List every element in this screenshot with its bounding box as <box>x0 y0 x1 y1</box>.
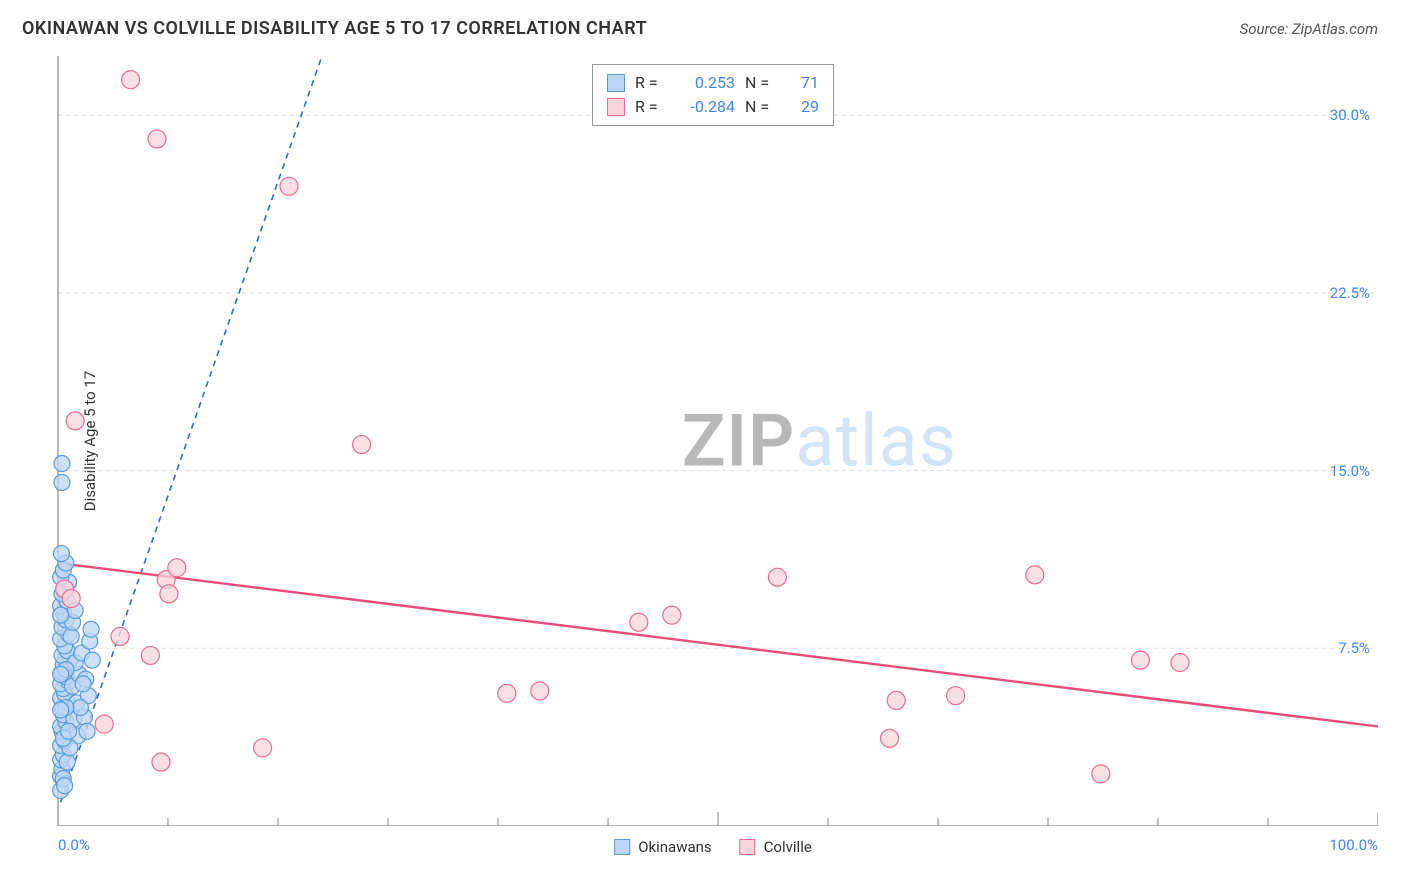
series-legend: Okinawans Colville <box>614 838 812 856</box>
legend-swatch <box>607 98 625 116</box>
scatter-plot <box>48 56 1378 826</box>
y-tick: 30.0% <box>1330 106 1370 124</box>
y-tick: 7.5% <box>1338 639 1370 657</box>
legend-n-value: 71 <box>785 71 819 95</box>
legend-label: Okinawans <box>638 838 711 856</box>
chart-source: Source: ZipAtlas.com <box>1240 20 1378 38</box>
x-tick: 100.0% <box>1329 836 1378 854</box>
y-tick: 15.0% <box>1330 462 1370 480</box>
correlation-legend: R = 0.253 N = 71 R = -0.284 N = 29 <box>592 64 834 126</box>
legend-n-label: N = <box>745 95 775 119</box>
chart-title: OKINAWAN VS COLVILLE DISABILITY AGE 5 TO… <box>22 18 647 39</box>
legend-r-label: R = <box>635 95 665 119</box>
chart-area: Disability Age 5 to 17 ZIPatlas R =0.253… <box>48 56 1378 826</box>
legend-n-value: 29 <box>785 95 819 119</box>
legend-item: Colville <box>740 838 812 856</box>
y-tick: 22.5% <box>1330 284 1370 302</box>
legend-swatch <box>607 74 625 92</box>
legend-swatch <box>614 839 630 855</box>
legend-swatch <box>740 839 756 855</box>
legend-n-label: N = <box>745 71 775 95</box>
chart-header: OKINAWAN VS COLVILLE DISABILITY AGE 5 TO… <box>0 0 1406 49</box>
legend-r-label: R = <box>635 71 665 95</box>
legend-item: Okinawans <box>614 838 711 856</box>
legend-label: Colville <box>764 838 812 856</box>
legend-r-value: -0.284 <box>675 95 735 119</box>
legend-row: R = -0.284 N = 29 <box>607 95 819 119</box>
x-tick: 0.0% <box>58 836 90 854</box>
legend-row: R = 0.253 N = 71 <box>607 71 819 95</box>
legend-r-value: 0.253 <box>675 71 735 95</box>
